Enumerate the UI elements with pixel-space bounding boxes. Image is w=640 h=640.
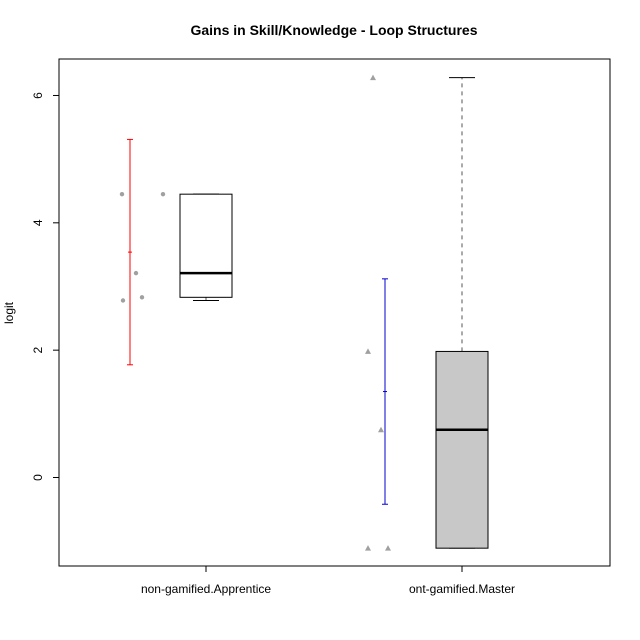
plot-frame: [58, 58, 611, 567]
y-axis-label: logit: [2, 301, 16, 324]
y-tick-label: 6: [31, 92, 45, 99]
x-tick-label: ont-gamified.Master: [409, 582, 515, 596]
x-axis: non-gamified.Apprentice ont-gamified.Mast…: [141, 565, 515, 596]
box-group: [365, 74, 489, 551]
box-groups: [119, 74, 489, 551]
data-point: [365, 348, 371, 354]
data-point: [139, 295, 145, 300]
data-point: [119, 191, 125, 197]
y-tick-label: 0: [31, 474, 45, 481]
box-iqr: [179, 193, 233, 298]
data-point: [385, 545, 391, 551]
box-iqr: [435, 350, 489, 549]
data-point: [120, 298, 126, 303]
data-point: [160, 191, 166, 197]
box-group: [119, 138, 233, 366]
y-tick-label: 4: [31, 219, 45, 226]
y-tick-label: 2: [31, 347, 45, 354]
data-point: [378, 426, 384, 433]
x-tick-label: non-gamified.Apprentice: [141, 582, 271, 596]
chart-title: Gains in Skill/Knowledge - Loop Structur…: [190, 22, 477, 38]
data-point: [365, 545, 371, 551]
data-point: [133, 270, 139, 276]
y-axis: 0 2 4 6: [31, 92, 60, 481]
data-point: [370, 74, 376, 81]
